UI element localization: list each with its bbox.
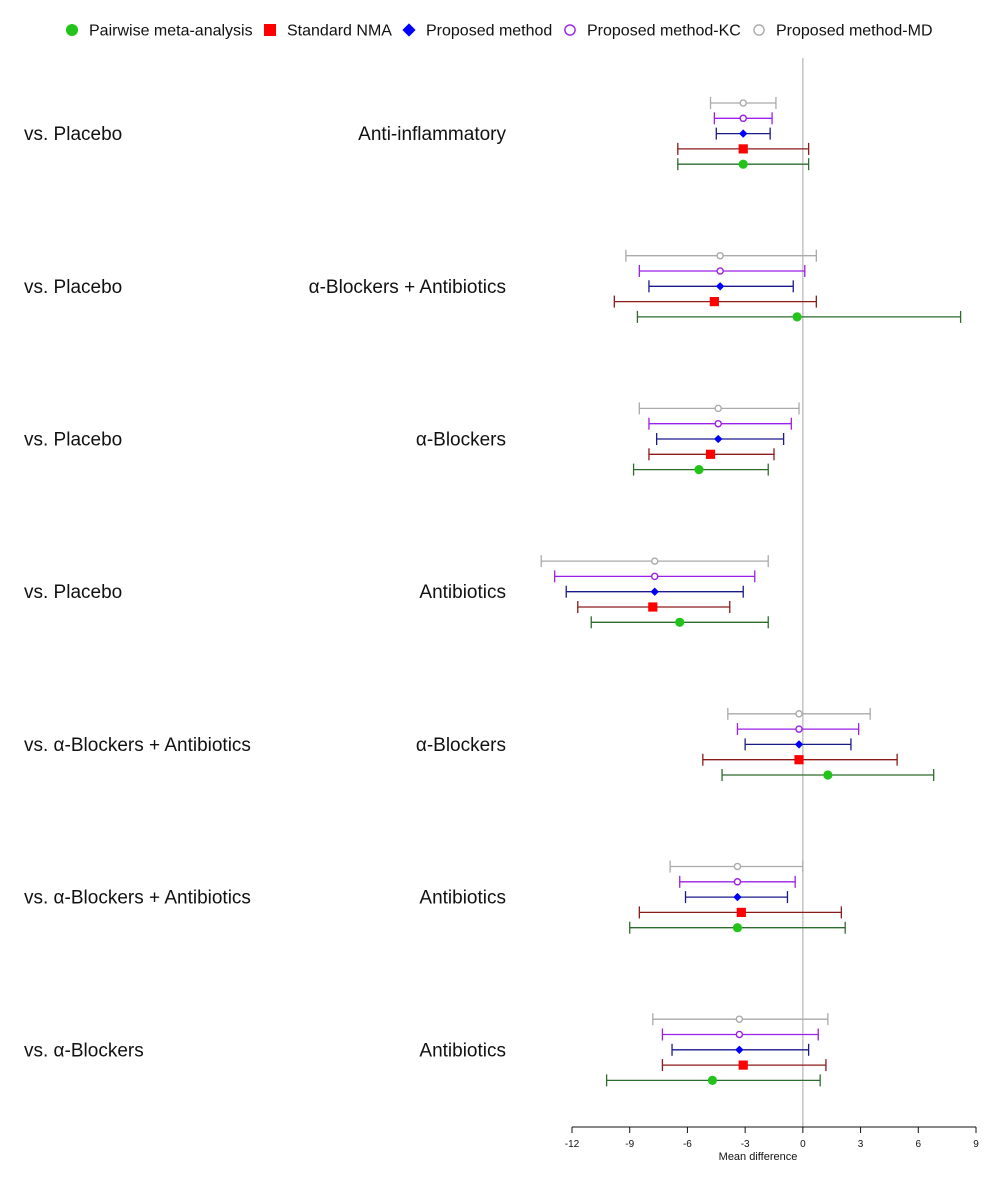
- comparator-label: vs. α-Blockers + Antibiotics: [24, 888, 251, 909]
- comparison-row: vs. α-Blockers + Antibiotics α-Blockers: [24, 707, 935, 781]
- treatment-label: Anti-inflammatory: [358, 124, 506, 145]
- treatment-label: Antibiotics: [419, 888, 506, 909]
- legend-label-md: Proposed method-MD: [776, 23, 933, 40]
- comparator-label: vs. α-Blockers + Antibiotics: [24, 735, 251, 756]
- legend-item-pairwise: Pairwise meta-analysis: [66, 23, 253, 40]
- treatment-label: α-Blockers: [416, 430, 506, 451]
- x-axis: -12 -9 -6 -3 0 3 6 9 Mean difference: [565, 1126, 979, 1163]
- legend-marker-kc: [564, 24, 576, 36]
- point-estimate-nma: [736, 907, 746, 917]
- treatment-label: Antibiotics: [419, 582, 506, 603]
- point-estimate-pairwise: [675, 617, 685, 627]
- comparator-label: vs. Placebo: [24, 582, 122, 603]
- treatment-label: Antibiotics: [419, 1040, 506, 1061]
- point-estimate-proposed: [739, 129, 748, 138]
- legend-marker-nma: [264, 24, 276, 36]
- x-tick-label: -6: [683, 1139, 692, 1150]
- point-estimate-proposed: [650, 587, 659, 596]
- point-estimate-kc: [795, 725, 803, 733]
- legend-label-nma: Standard NMA: [287, 23, 392, 40]
- point-estimate-kc: [733, 878, 742, 886]
- treatment-label: α-Blockers + Antibiotics: [309, 277, 506, 298]
- x-tick-label: 0: [800, 1139, 806, 1150]
- x-tick-label: -3: [741, 1139, 750, 1150]
- point-estimate-pairwise: [823, 770, 833, 780]
- point-estimate-proposed: [714, 434, 723, 444]
- point-estimate-nma: [648, 602, 658, 612]
- point-estimate-kc: [714, 419, 722, 428]
- comparison-row: vs. α-Blockers Antibiotics: [24, 1013, 829, 1087]
- x-axis-label: Mean difference: [719, 1151, 798, 1163]
- point-estimate-md: [716, 251, 724, 260]
- point-estimate-nma: [738, 1060, 748, 1070]
- point-estimate-pairwise: [707, 1075, 718, 1085]
- point-estimate-pairwise: [694, 465, 704, 475]
- comparator-label: vs. Placebo: [24, 124, 122, 145]
- point-estimate-kc: [716, 267, 724, 275]
- legend-label-proposed: Proposed method: [426, 23, 552, 40]
- legend-label-pairwise: Pairwise meta-analysis: [89, 23, 253, 40]
- point-estimate-proposed: [794, 740, 804, 749]
- legend-marker-proposed: [402, 23, 416, 37]
- legend-item-nma: Standard NMA: [264, 23, 392, 40]
- point-estimate-md: [735, 1015, 744, 1023]
- comparison-rows: vs. Placebo Anti-inflammatory vs. Placebo α…: [24, 97, 962, 1087]
- point-estimate-pairwise: [732, 923, 743, 933]
- point-estimate-nma: [705, 449, 716, 459]
- comparison-row: vs. Placebo α-Blockers: [24, 402, 800, 476]
- x-tick-label: 9: [973, 1139, 979, 1150]
- comparison-row: vs. Placebo α-Blockers + Antibiotics: [24, 249, 962, 323]
- point-estimate-nma: [794, 755, 804, 765]
- legend-marker-md: [753, 24, 765, 36]
- point-estimate-md: [714, 404, 722, 413]
- legend-label-kc: Proposed method-KC: [587, 23, 741, 40]
- comparator-label: vs. α-Blockers: [24, 1040, 144, 1061]
- legend-item-proposed: Proposed method: [402, 23, 552, 40]
- comparator-label: vs. Placebo: [24, 277, 122, 298]
- point-estimate-proposed: [733, 892, 742, 902]
- legend-marker-pairwise: [66, 24, 78, 36]
- comparison-row: vs. α-Blockers + Antibiotics Antibiotics: [24, 860, 846, 934]
- legend-item-md: Proposed method-MD: [753, 23, 933, 40]
- comparison-row: vs. Placebo Anti-inflammatory: [24, 97, 810, 171]
- point-estimate-nma: [709, 297, 719, 307]
- point-estimate-kc: [739, 114, 747, 123]
- x-tick-label: -12: [565, 1139, 580, 1150]
- point-estimate-pairwise: [738, 159, 748, 169]
- x-tick-label: 3: [858, 1139, 864, 1150]
- point-estimate-kc: [650, 572, 659, 581]
- point-estimate-proposed: [735, 1045, 744, 1054]
- x-tick-label: 6: [916, 1139, 922, 1150]
- point-estimate-proposed: [715, 282, 725, 291]
- legend-item-kc: Proposed method-KC: [564, 23, 741, 40]
- x-tick-label: -9: [625, 1139, 634, 1150]
- point-estimate-nma: [738, 144, 748, 154]
- point-estimate-md: [650, 557, 659, 565]
- point-estimate-md: [795, 710, 803, 718]
- comparator-label: vs. Placebo: [24, 430, 122, 451]
- treatment-label: α-Blockers: [416, 735, 506, 756]
- point-estimate-pairwise: [792, 312, 802, 322]
- legend: Pairwise meta-analysis Standard NMA Propos…: [66, 23, 933, 40]
- point-estimate-md: [733, 862, 742, 871]
- comparison-row: vs. Placebo Antibiotics: [24, 555, 769, 629]
- point-estimate-md: [739, 99, 747, 107]
- point-estimate-kc: [735, 1030, 744, 1039]
